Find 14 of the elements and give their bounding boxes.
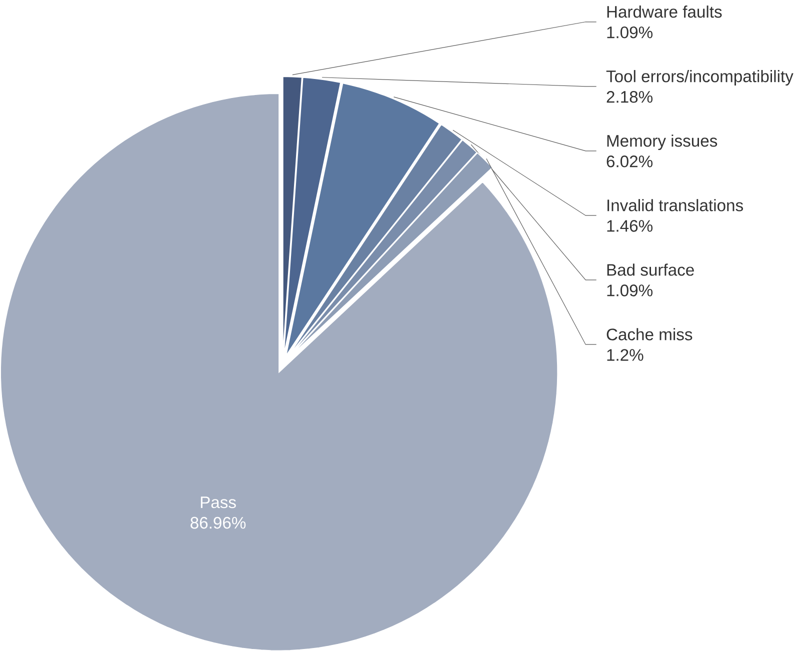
data-label: 2.18%	[606, 90, 653, 103]
slice-label: Cache miss	[606, 328, 692, 340]
slice-label: Tool errors/incompatibility	[606, 70, 794, 86]
slice-label: Invalid translations	[608, 199, 743, 212]
data-label: 1.2%	[607, 349, 644, 361]
data-label: 1.09%	[607, 284, 653, 296]
data-label: 1.09%	[607, 26, 653, 38]
slice-label: Pass	[200, 496, 236, 508]
data-label: 86.96%	[190, 516, 246, 529]
data-label: 6.02%	[606, 155, 653, 168]
data-label: 1.46%	[607, 220, 653, 232]
slice-label: Bad surface	[607, 264, 694, 276]
slice-label: Memory issues	[607, 134, 718, 150]
slice-label: Hardware faults	[607, 5, 722, 18]
